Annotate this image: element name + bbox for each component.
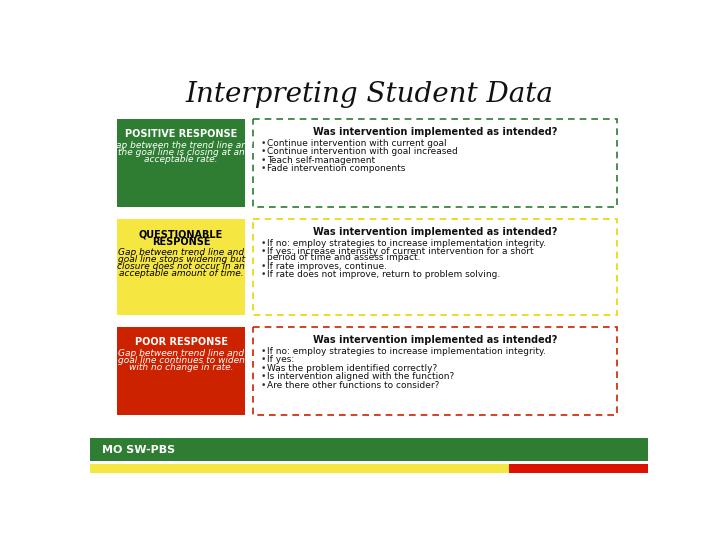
Text: RESPONSE: RESPONSE <box>152 237 210 246</box>
Text: If rate improves, continue.: If rate improves, continue. <box>266 262 387 271</box>
Text: POOR RESPONSE: POOR RESPONSE <box>135 338 228 347</box>
Text: •: • <box>261 164 266 173</box>
Text: Is intervention aligned with the function?: Is intervention aligned with the functio… <box>266 372 454 381</box>
Bar <box>117 119 245 207</box>
Text: Gap between trend line and: Gap between trend line and <box>118 248 244 257</box>
Text: •: • <box>261 156 266 165</box>
Text: If rate does not improve, return to problem solving.: If rate does not improve, return to prob… <box>266 271 500 279</box>
Text: Was the problem identified correctly?: Was the problem identified correctly? <box>266 363 437 373</box>
Bar <box>508 464 648 473</box>
Text: Was intervention implemented as intended?: Was intervention implemented as intended… <box>312 335 557 345</box>
Text: •: • <box>261 147 266 156</box>
Text: •: • <box>261 271 266 279</box>
Text: •: • <box>261 247 266 256</box>
Text: acceptable rate.: acceptable rate. <box>144 155 218 164</box>
Text: •: • <box>261 347 266 356</box>
Text: Fade intervention components: Fade intervention components <box>266 164 405 173</box>
Text: If no: employ strategies to increase implementation integrity.: If no: employ strategies to increase imp… <box>266 239 546 248</box>
Text: Was intervention implemented as intended?: Was intervention implemented as intended… <box>312 227 557 237</box>
Text: goal line stops widening but: goal line stops widening but <box>117 255 245 264</box>
Bar <box>117 327 245 415</box>
Text: Teach self-management: Teach self-management <box>266 156 375 165</box>
Text: Gap between trend line and: Gap between trend line and <box>118 349 244 358</box>
Text: If yes:: If yes: <box>266 355 294 364</box>
Text: •: • <box>261 381 266 389</box>
Bar <box>117 219 245 315</box>
Text: with no change in rate.: with no change in rate. <box>129 363 233 372</box>
Text: POSITIVE RESPONSE: POSITIVE RESPONSE <box>125 130 237 139</box>
Text: If yes: increase intensity of current intervention for a short: If yes: increase intensity of current in… <box>266 247 534 256</box>
Text: Continue intervention with goal increased: Continue intervention with goal increase… <box>266 147 457 156</box>
Bar <box>253 119 617 207</box>
Text: •: • <box>261 262 266 271</box>
Text: •: • <box>261 363 266 373</box>
Text: goal line continues to widen: goal line continues to widen <box>117 356 245 365</box>
Text: acceptable amount of time.: acceptable amount of time. <box>119 269 243 278</box>
Text: MO SW-PBS: MO SW-PBS <box>102 445 175 455</box>
Text: the goal line is closing at an: the goal line is closing at an <box>117 148 244 157</box>
Text: Was intervention implemented as intended?: Was intervention implemented as intended… <box>312 127 557 137</box>
Bar <box>253 327 617 415</box>
Text: Continue intervention with current goal: Continue intervention with current goal <box>266 139 446 148</box>
Bar <box>253 219 617 315</box>
Text: •: • <box>261 355 266 364</box>
Text: Are there other functions to consider?: Are there other functions to consider? <box>266 381 439 389</box>
Text: Gap between the trend line and: Gap between the trend line and <box>109 141 253 150</box>
Text: If no: employ strategies to increase implementation integrity.: If no: employ strategies to increase imp… <box>266 347 546 356</box>
Text: QUESTIONABLE: QUESTIONABLE <box>139 230 223 240</box>
Text: closure does not occur in an: closure does not occur in an <box>117 262 245 271</box>
Text: •: • <box>261 139 266 148</box>
Text: Interpreting Student Data: Interpreting Student Data <box>185 80 553 107</box>
Text: •: • <box>261 239 266 248</box>
Bar <box>90 438 648 461</box>
Text: •: • <box>261 372 266 381</box>
Bar <box>90 464 508 473</box>
Text: period of time and assess impact.: period of time and assess impact. <box>266 253 420 262</box>
